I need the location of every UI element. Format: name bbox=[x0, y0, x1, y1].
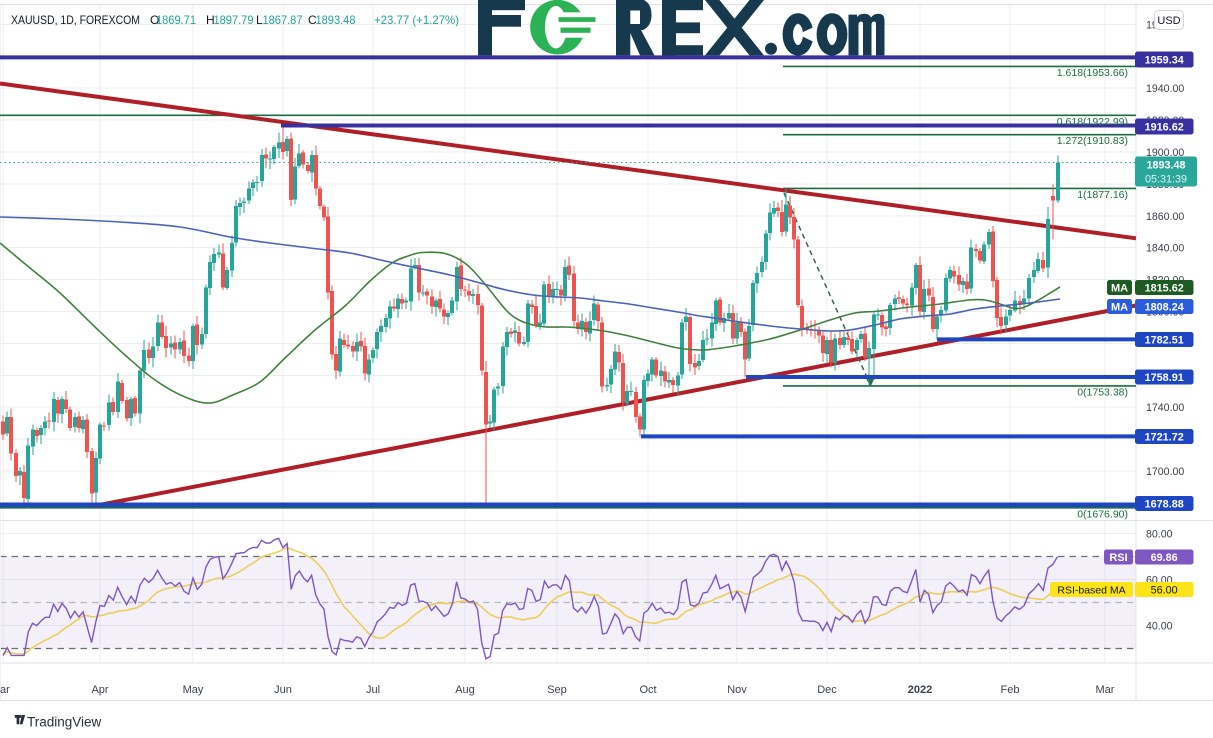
svg-text:1782.51: 1782.51 bbox=[1145, 335, 1184, 347]
svg-text:1.272(1910.83): 1.272(1910.83) bbox=[1057, 135, 1128, 147]
svg-text:1893.48: 1893.48 bbox=[316, 13, 356, 27]
svg-text:1808.24: 1808.24 bbox=[1145, 302, 1184, 314]
svg-text:Mar: Mar bbox=[1096, 684, 1115, 696]
svg-text:Jun: Jun bbox=[274, 684, 292, 696]
svg-text:May: May bbox=[183, 684, 204, 696]
svg-text:0(1753.38): 0(1753.38) bbox=[1077, 386, 1128, 398]
svg-text:1(1877.16): 1(1877.16) bbox=[1077, 189, 1128, 201]
svg-text:O: O bbox=[150, 13, 159, 27]
svg-text:Feb: Feb bbox=[1001, 684, 1020, 696]
svg-text:1700.00: 1700.00 bbox=[1146, 466, 1184, 478]
svg-text:40.00: 40.00 bbox=[1146, 621, 1173, 633]
svg-text:USD: USD bbox=[1157, 15, 1180, 27]
svg-text:1867.87: 1867.87 bbox=[263, 13, 303, 27]
svg-text:0(1676.90): 0(1676.90) bbox=[1077, 508, 1128, 520]
svg-text:Apr: Apr bbox=[91, 684, 108, 696]
svg-text:MA: MA bbox=[1111, 283, 1128, 295]
svg-text:1900.00: 1900.00 bbox=[1146, 147, 1184, 159]
svg-text:L: L bbox=[256, 13, 263, 27]
svg-text:Sep: Sep bbox=[547, 684, 567, 696]
svg-text:ar: ar bbox=[0, 684, 10, 696]
svg-text:Aug: Aug bbox=[455, 684, 475, 696]
svg-text:XAUUSD, 1D, FOREXCOM: XAUUSD, 1D, FOREXCOM bbox=[11, 13, 140, 27]
svg-text:2022: 2022 bbox=[908, 684, 932, 696]
svg-text:1940.00: 1940.00 bbox=[1146, 83, 1184, 95]
svg-text:1815.62: 1815.62 bbox=[1145, 283, 1184, 295]
svg-text:0.618(1922.99): 0.618(1922.99) bbox=[1057, 116, 1128, 128]
svg-text:1678.88: 1678.88 bbox=[1145, 499, 1184, 511]
svg-text:56.00: 56.00 bbox=[1151, 585, 1178, 597]
svg-text:MA: MA bbox=[1111, 302, 1128, 314]
svg-text:69.86: 69.86 bbox=[1151, 552, 1178, 564]
svg-text:TradingView: TradingView bbox=[27, 715, 102, 730]
svg-text:1840.00: 1840.00 bbox=[1146, 243, 1184, 255]
svg-text:1893.48: 1893.48 bbox=[1146, 160, 1185, 172]
svg-text:1860.00: 1860.00 bbox=[1146, 211, 1184, 223]
svg-text:1740.00: 1740.00 bbox=[1146, 402, 1184, 414]
svg-text:Nov: Nov bbox=[727, 684, 747, 696]
svg-text:C: C bbox=[308, 13, 317, 27]
svg-text:1721.72: 1721.72 bbox=[1145, 432, 1184, 444]
svg-text:05:31:39: 05:31:39 bbox=[1145, 174, 1187, 186]
svg-text:1.618(1953.66): 1.618(1953.66) bbox=[1057, 67, 1128, 79]
svg-text:RSI: RSI bbox=[1109, 552, 1127, 564]
svg-text:H: H bbox=[206, 13, 215, 27]
svg-text:1959.34: 1959.34 bbox=[1145, 55, 1184, 67]
svg-text:1869.71: 1869.71 bbox=[156, 13, 196, 27]
svg-text:80.00: 80.00 bbox=[1146, 529, 1173, 541]
svg-text:Jul: Jul bbox=[366, 684, 380, 696]
svg-text:1897.79: 1897.79 bbox=[214, 13, 254, 27]
svg-text:1916.62: 1916.62 bbox=[1145, 122, 1184, 134]
svg-text:Dec: Dec bbox=[817, 684, 837, 696]
svg-text:+23.77 (+1.27%): +23.77 (+1.27%) bbox=[374, 13, 459, 27]
svg-text:RSI-based MA: RSI-based MA bbox=[1057, 585, 1125, 597]
svg-text:1758.91: 1758.91 bbox=[1145, 372, 1184, 384]
svg-text:Oct: Oct bbox=[639, 684, 656, 696]
